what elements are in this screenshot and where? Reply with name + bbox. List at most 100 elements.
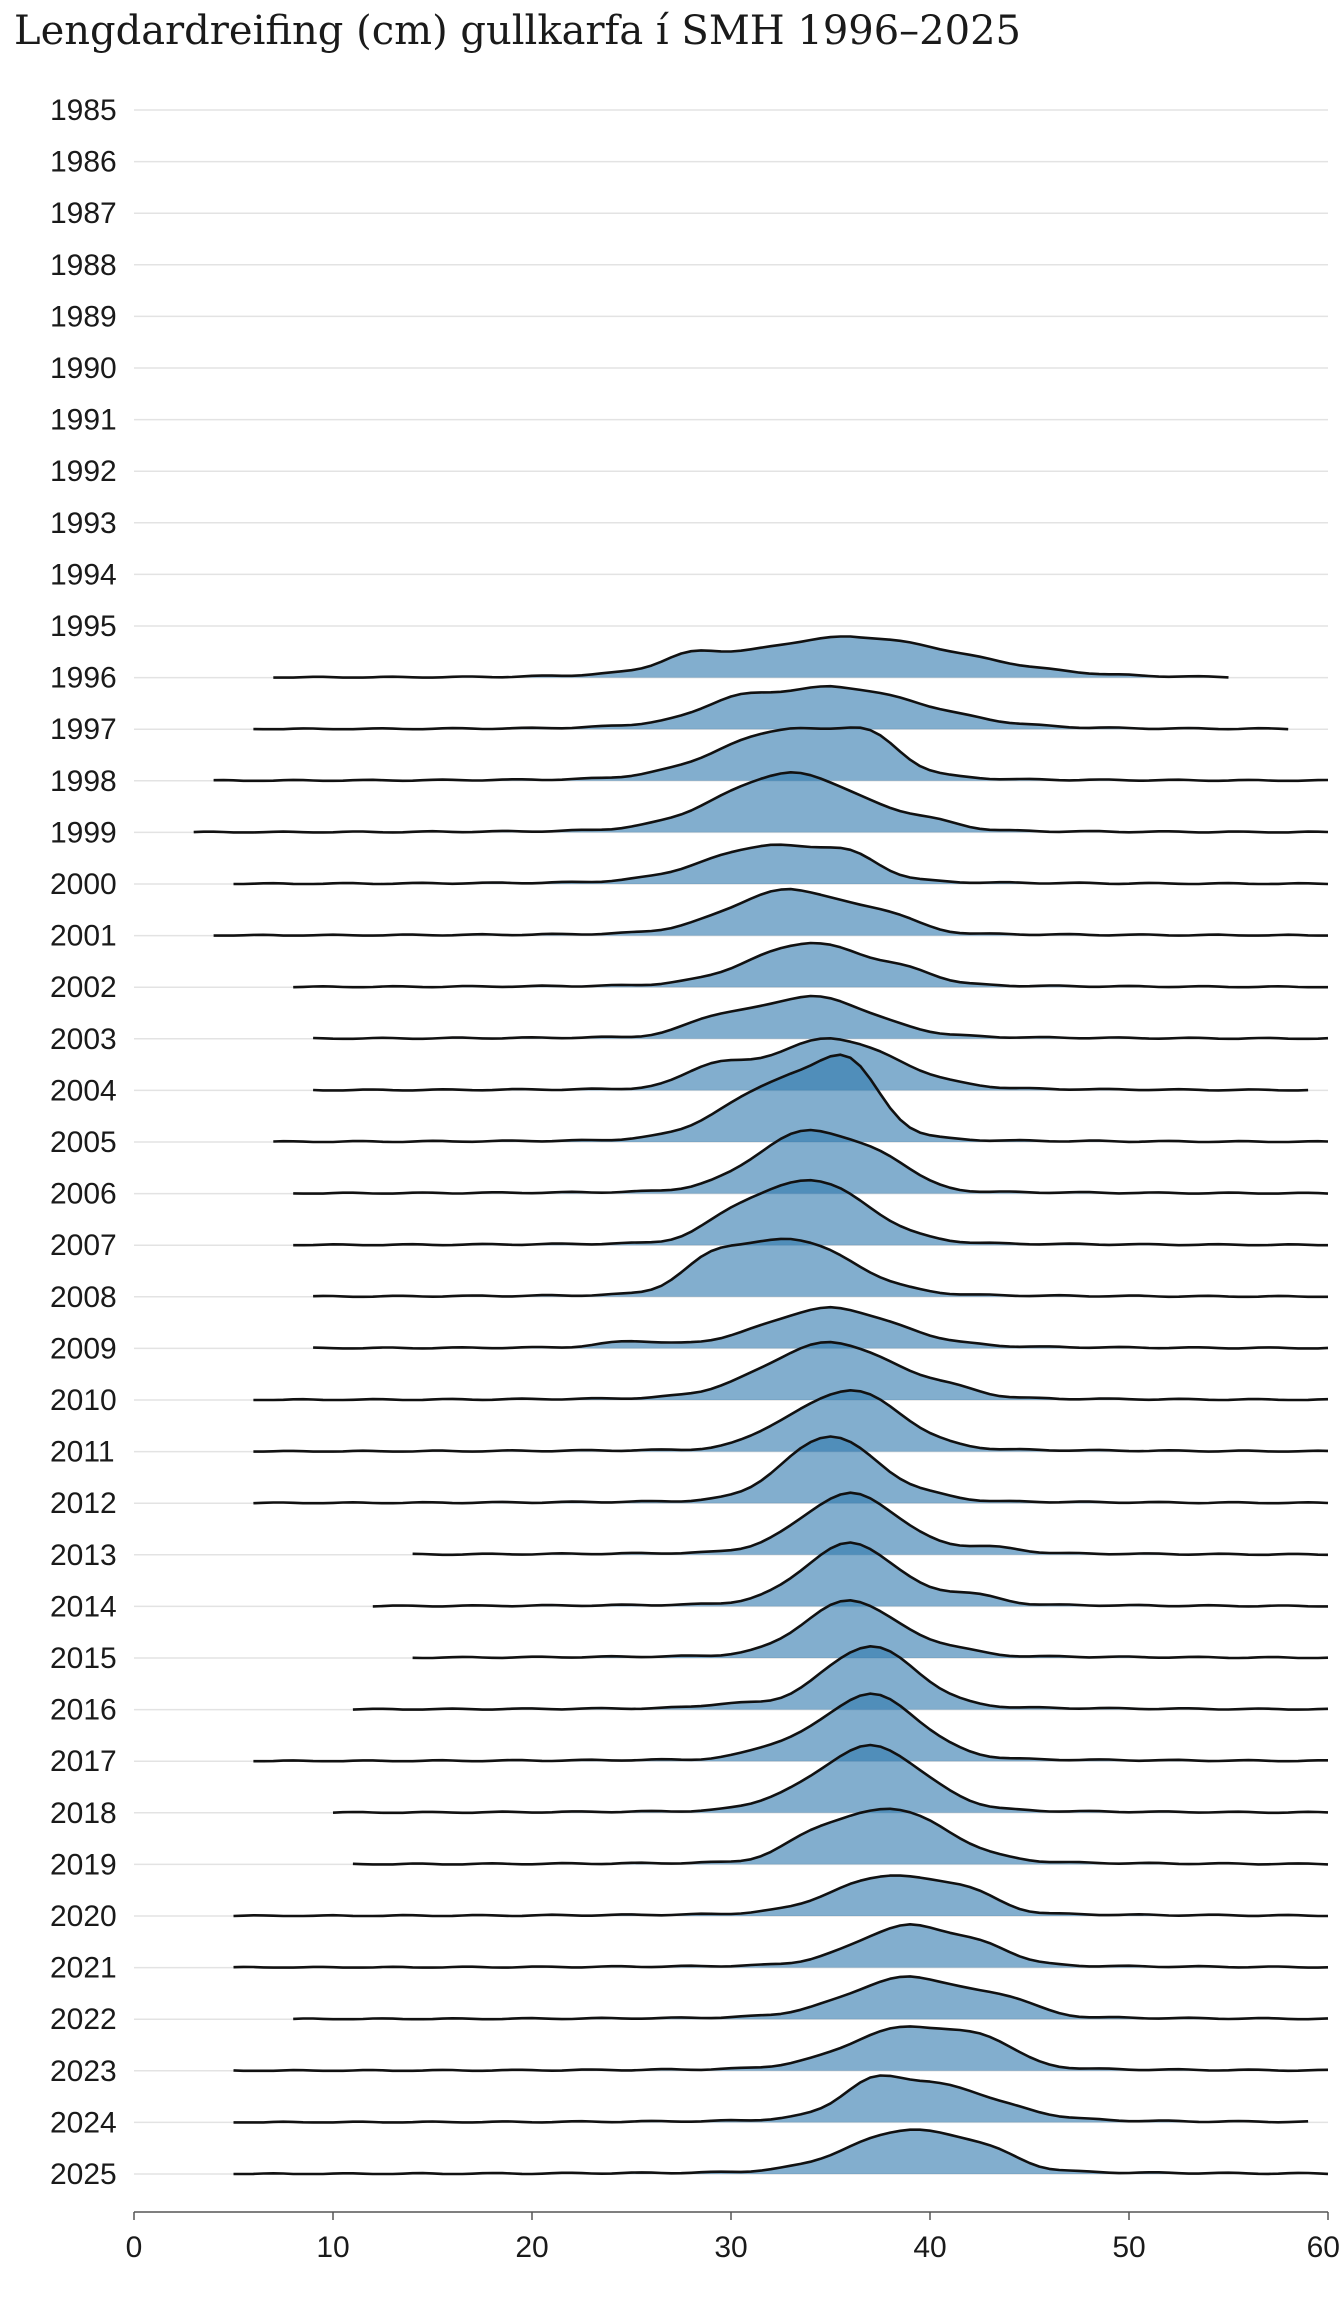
- ridge-line-2003: [313, 994, 1329, 1041]
- ridge-line-2025: [233, 2128, 1329, 2176]
- ridge-line-1997: [253, 684, 1289, 731]
- ridge-2002: [293, 941, 1329, 989]
- ridge-line-2004: [313, 1037, 1309, 1092]
- y-label-2002: 2002: [50, 971, 117, 1004]
- y-axis-labels: 1985 1986 1987 1988 1989 1990 1991 1992 1993 1994…: [50, 94, 117, 2191]
- ridge-2006: [293, 1128, 1329, 1195]
- ridge-area-1997: [253, 686, 1289, 730]
- y-label-2001: 2001: [50, 920, 117, 953]
- ridge-area-2006: [293, 1130, 1329, 1194]
- y-label-2020: 2020: [50, 1900, 117, 1933]
- y-label-2018: 2018: [50, 1797, 117, 1830]
- ridge-line-2009: [313, 1305, 1329, 1350]
- y-label-2021: 2021: [50, 1952, 117, 1985]
- ridge-2021: [233, 1923, 1329, 1969]
- y-label-1998: 1998: [50, 765, 117, 798]
- ridge-line-2014: [372, 1541, 1328, 1608]
- ridge-2001: [213, 887, 1329, 937]
- ridge-line-2000: [233, 843, 1329, 886]
- y-label-1990: 1990: [50, 352, 117, 385]
- ridge-2011: [253, 1389, 1329, 1453]
- y-label-1999: 1999: [50, 816, 117, 849]
- x-tick-label-0: 0: [126, 2231, 143, 2264]
- ridge-2016: [352, 1645, 1329, 1711]
- ridge-2013: [412, 1491, 1329, 1557]
- ridge-line-2016: [352, 1645, 1329, 1711]
- ridge-line-2005: [273, 1053, 1329, 1144]
- y-label-2003: 2003: [50, 1023, 117, 1056]
- ridge-line-2024: [233, 2074, 1309, 2124]
- y-label-1991: 1991: [50, 404, 117, 437]
- ridge-area-2019: [352, 1808, 1328, 1865]
- ridge-line-2022: [293, 1975, 1329, 2021]
- ridge-line-2023: [233, 2025, 1329, 2073]
- ridge-area-2005: [273, 1054, 1328, 1142]
- y-label-2017: 2017: [50, 1745, 117, 1778]
- ridge-area-2010: [253, 1342, 1328, 1400]
- ridge-2012: [253, 1435, 1329, 1505]
- ridge-area-2021: [233, 1924, 1328, 1968]
- ridge-1998: [213, 726, 1329, 783]
- ridge-line-1999: [193, 771, 1329, 834]
- ridge-line-2002: [293, 941, 1328, 989]
- ridge-line-2015: [412, 1599, 1329, 1660]
- y-label-2007: 2007: [50, 1229, 117, 1262]
- x-tick-label-10: 10: [316, 2231, 349, 2264]
- x-tick-label-50: 50: [1112, 2231, 1145, 2264]
- y-label-1996: 1996: [50, 662, 117, 695]
- ridge-line-2018: [332, 1743, 1329, 1815]
- ridge-2008: [313, 1237, 1329, 1299]
- ridge-area-2017: [253, 1693, 1328, 1762]
- ridge-2019: [352, 1807, 1329, 1866]
- y-label-1987: 1987: [50, 197, 117, 230]
- ridge-area-2011: [253, 1390, 1328, 1452]
- y-label-2025: 2025: [50, 2158, 117, 2191]
- y-label-2024: 2024: [50, 2106, 117, 2139]
- ridge-area-1996: [273, 636, 1229, 678]
- ridge-area-2018: [333, 1745, 1328, 1813]
- y-label-2010: 2010: [50, 1384, 117, 1417]
- y-label-2000: 2000: [50, 868, 117, 901]
- ridge-area-2002: [293, 943, 1329, 988]
- ridge-area-2007: [293, 1180, 1329, 1246]
- ridges: [193, 635, 1329, 2176]
- ridge-area-1998: [213, 727, 1329, 781]
- ridge-1997: [253, 684, 1289, 731]
- ridge-line-2017: [253, 1692, 1328, 1763]
- ridge-line-2001: [213, 887, 1328, 937]
- ridge-line-1998: [213, 726, 1329, 783]
- ridge-area-2022: [293, 1976, 1329, 2020]
- ridge-line-2019: [352, 1807, 1329, 1866]
- y-label-2006: 2006: [50, 1178, 117, 1211]
- y-label-2022: 2022: [50, 2003, 117, 2036]
- ridge-line-2011: [253, 1389, 1329, 1453]
- ridge-line-2021: [233, 1923, 1329, 1969]
- x-tick-label-20: 20: [515, 2231, 548, 2264]
- ridge-2015: [412, 1599, 1329, 1660]
- ridge-area-2000: [233, 844, 1328, 884]
- x-tick-label-60: 60: [1307, 2231, 1340, 2264]
- y-label-1988: 1988: [50, 249, 117, 282]
- y-label-1992: 1992: [50, 455, 117, 488]
- chart-title: Lengdardreifing (cm) gullkarfa í SMH 199…: [14, 8, 1021, 54]
- ridge-2009: [313, 1305, 1329, 1350]
- ridge-area-2020: [233, 1875, 1328, 1916]
- y-label-1995: 1995: [50, 610, 117, 643]
- ridge-area-2015: [412, 1600, 1329, 1658]
- ridge-2017: [253, 1692, 1328, 1763]
- y-label-2019: 2019: [50, 1848, 117, 1881]
- ridge-2025: [233, 2128, 1329, 2176]
- ridge-2024: [233, 2074, 1309, 2124]
- ridge-area-1999: [193, 772, 1329, 833]
- y-label-2005: 2005: [50, 1126, 117, 1159]
- ridge-2014: [372, 1541, 1328, 1608]
- ridge-2005: [273, 1053, 1329, 1144]
- ridge-area-2001: [213, 889, 1329, 936]
- ridge-area-2012: [253, 1436, 1328, 1504]
- y-label-1997: 1997: [50, 713, 117, 746]
- x-axis: 0 10 20 30 40 50 60: [126, 2211, 1340, 2264]
- ridge-2010: [253, 1340, 1329, 1402]
- ridge-line-2006: [293, 1128, 1329, 1195]
- ridge-2007: [293, 1178, 1329, 1247]
